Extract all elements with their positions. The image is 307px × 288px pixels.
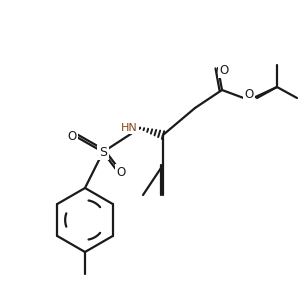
Text: O: O <box>220 63 229 77</box>
Text: O: O <box>116 166 126 179</box>
Text: O: O <box>67 130 77 143</box>
Text: O: O <box>244 88 254 101</box>
Text: S: S <box>99 145 107 158</box>
Text: HN: HN <box>121 123 138 133</box>
